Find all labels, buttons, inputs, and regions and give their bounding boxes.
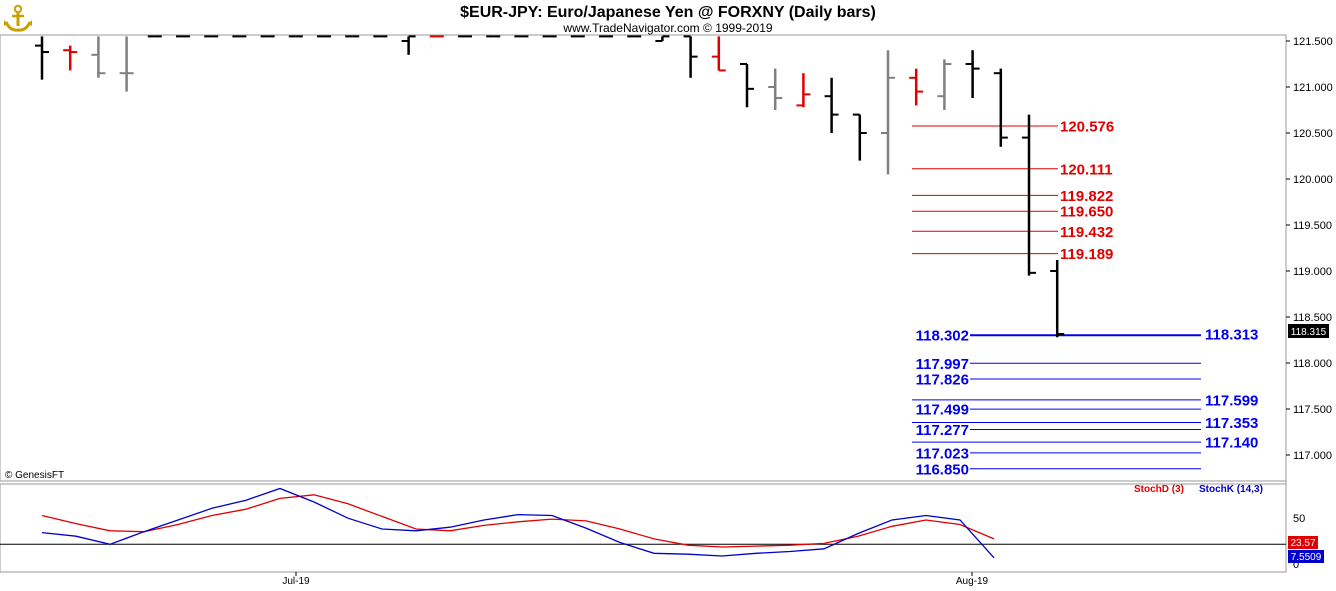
logo: [4, 4, 32, 32]
ohlc-bar: [881, 50, 895, 175]
ohlc-bar: [796, 73, 811, 108]
stoch-tick-50: 50: [1293, 513, 1305, 525]
stochK-legend: StochK (14,3): [1199, 484, 1263, 495]
last-price-value: 118.315: [1291, 327, 1327, 338]
ohlc-bar: [486, 35, 501, 38]
x-label-jul: Jul-19: [282, 576, 310, 587]
ohlc-bar: [119, 36, 134, 92]
ohlc-bar: [35, 36, 49, 80]
support-label-left: 117.997: [916, 356, 969, 373]
price-axis: 121.500 121.000 120.500 120.000 119.500 119.0…: [1286, 36, 1333, 462]
price-bars: [35, 35, 1065, 338]
ohlc-bar: [1050, 259, 1065, 338]
support-label-right: 117.599: [1205, 392, 1258, 409]
ohlc-bar: [965, 50, 980, 99]
price-tick-label: 119.500: [1293, 220, 1332, 232]
ohlc-bar: [711, 36, 726, 72]
support-label-right: 117.140: [1205, 435, 1258, 452]
resistance-label: 119.822: [1060, 188, 1113, 205]
ohlc-bar: [993, 68, 1008, 147]
resistance-label: 119.189: [1060, 246, 1113, 263]
ohlc-bar: [768, 68, 783, 110]
ohlc-bar: [373, 35, 388, 38]
price-tick-label: 119.000: [1293, 266, 1332, 278]
chart-subtitle: www.TradeNavigator.com © 1999-2019: [562, 21, 772, 35]
price-tick-label: 117.000: [1293, 450, 1332, 462]
ohlc-bar: [232, 35, 247, 38]
support-label-left: 117.023: [916, 445, 969, 462]
stoch-tick-0: 0: [1293, 559, 1299, 571]
ohlc-bar: [458, 35, 472, 38]
ohlc-bar: [63, 45, 78, 71]
ohlc-bar: [514, 35, 529, 38]
ohlc-bar: [852, 113, 867, 161]
price-tick-label: 118.000: [1293, 358, 1332, 370]
last-price-badge: 118.315: [1288, 324, 1329, 338]
ohlc-bar: [599, 35, 613, 38]
price-tick-label: 121.000: [1293, 82, 1333, 94]
ohlc-bar: [176, 35, 190, 38]
ohlc-bar: [429, 35, 444, 38]
ohlc-bar: [260, 35, 275, 38]
ohlc-bar: [683, 35, 698, 78]
stochD-legend: StochD (3): [1134, 484, 1184, 495]
ohlc-bar: [627, 35, 642, 38]
support-label-left: 116.850: [916, 461, 969, 478]
support-label-left: 117.277: [916, 422, 969, 439]
resistance-label: 119.650: [1060, 204, 1113, 221]
ohlc-bar: [288, 35, 303, 38]
x-label-aug: Aug-19: [956, 576, 989, 587]
stochK-badge: 7.5509: [1288, 550, 1324, 563]
stochD-line: [41, 494, 995, 548]
support-label-right: 118.313: [1205, 327, 1258, 344]
support-label-right: 117.353: [1205, 415, 1258, 432]
stochastic-panel: [0, 487, 1286, 559]
chart-title: $EUR-JPY: Euro/Japanese Yen @ FORXNY (Da…: [460, 4, 876, 21]
stochK-value: 7.5509: [1291, 552, 1322, 563]
support-label-left: 117.826: [916, 372, 969, 389]
copyright-text: © GenesisFT: [5, 470, 64, 481]
stochD-value: 23.57: [1290, 538, 1315, 549]
price-tick-label: 118.500: [1293, 312, 1332, 324]
ohlc-bar: [655, 35, 670, 42]
ohlc-bar: [1022, 114, 1036, 276]
price-tick-label: 120.500: [1293, 128, 1333, 140]
price-tick-label: 121.500: [1293, 36, 1333, 48]
support-label-left: 118.302: [916, 328, 969, 345]
ohlc-bar: [824, 77, 839, 133]
ohlc-bar: [147, 35, 162, 38]
ohlc-bar: [401, 35, 416, 55]
price-tick-label: 120.000: [1293, 174, 1333, 186]
support-label-left: 117.499: [916, 402, 969, 419]
ohlc-bar: [345, 35, 360, 38]
ohlc-bar: [909, 68, 924, 106]
anchor-logo-icon: [4, 4, 32, 32]
ohlc-bar: [204, 35, 219, 38]
ohlc-bar: [317, 35, 331, 38]
ohlc-bar: [937, 59, 952, 110]
price-tick-label: 117.500: [1293, 404, 1332, 416]
ohlc-bar: [570, 35, 585, 38]
resistance-label: 119.432: [1060, 224, 1113, 241]
stochK-line: [41, 487, 995, 559]
resistance-label: 120.576: [1060, 119, 1114, 136]
ohlc-bar: [91, 36, 106, 78]
ohlc-bar: [542, 35, 557, 38]
stochD-badge: 23.57: [1288, 536, 1318, 549]
resistance-label: 120.111: [1060, 161, 1113, 178]
ohlc-bar: [740, 63, 754, 108]
